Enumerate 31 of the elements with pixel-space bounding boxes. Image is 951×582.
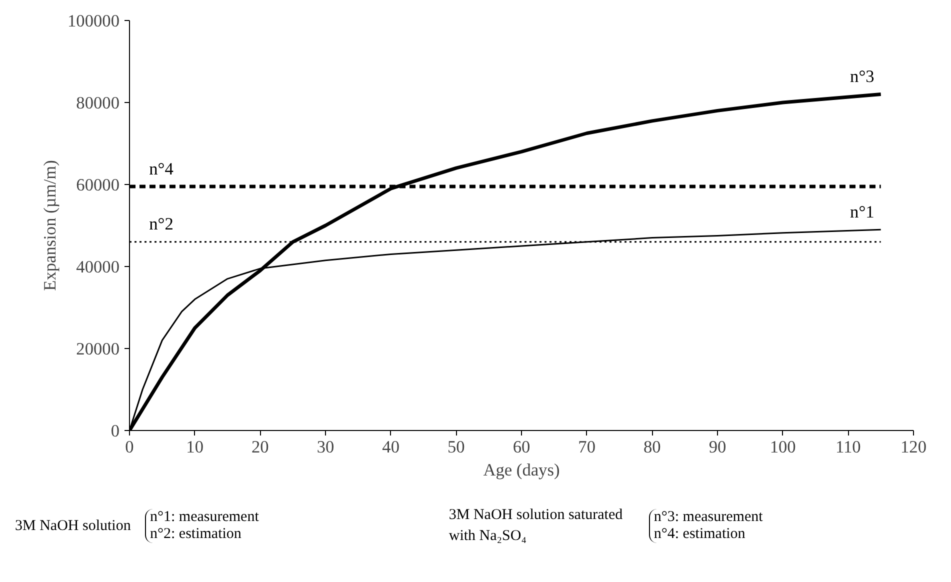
x-tick-label: 100 xyxy=(770,438,796,456)
x-tick-label: 0 xyxy=(125,438,134,456)
x-tick-label: 10 xyxy=(186,438,204,456)
x-axis-title: Age (days) xyxy=(483,460,560,480)
x-tick-label: 50 xyxy=(448,438,465,456)
text: 3M NaOH solution xyxy=(15,516,132,536)
series-label: n°1 xyxy=(850,202,874,222)
x-tick-label: 90 xyxy=(708,438,726,456)
y-tick-label: 100000 xyxy=(68,12,120,30)
text: n°1: measurement xyxy=(150,509,259,526)
x-tick-label: 70 xyxy=(578,438,596,456)
series-label: n°4 xyxy=(149,159,174,178)
x-tick-label: 40 xyxy=(382,438,400,456)
text: n°4: estimation xyxy=(654,526,746,544)
y-tick-label: 60000 xyxy=(76,176,120,194)
x-tick-label: 30 xyxy=(316,438,334,456)
text: n°2: estimation xyxy=(150,526,242,544)
series-label: n°3 xyxy=(850,67,874,86)
y-axis-title: Expansion (µm/m) xyxy=(40,160,60,291)
text: 3M NaOH solution saturated with Na₂SO₄ xyxy=(448,506,624,546)
y-tick-label: 0 xyxy=(110,422,120,440)
x-tick-label: 20 xyxy=(252,438,269,456)
x-tick-label: 60 xyxy=(512,438,530,456)
y-tick-label: 40000 xyxy=(76,258,120,276)
x-tick-label: 120 xyxy=(900,438,927,456)
series-label: n°2 xyxy=(149,214,174,234)
x-tick-label: 110 xyxy=(835,438,861,456)
text: n°3: measurement xyxy=(654,509,763,526)
y-tick-label: 80000 xyxy=(76,94,120,112)
y-tick-label: 20000 xyxy=(76,340,120,358)
x-tick-label: 80 xyxy=(644,438,661,456)
